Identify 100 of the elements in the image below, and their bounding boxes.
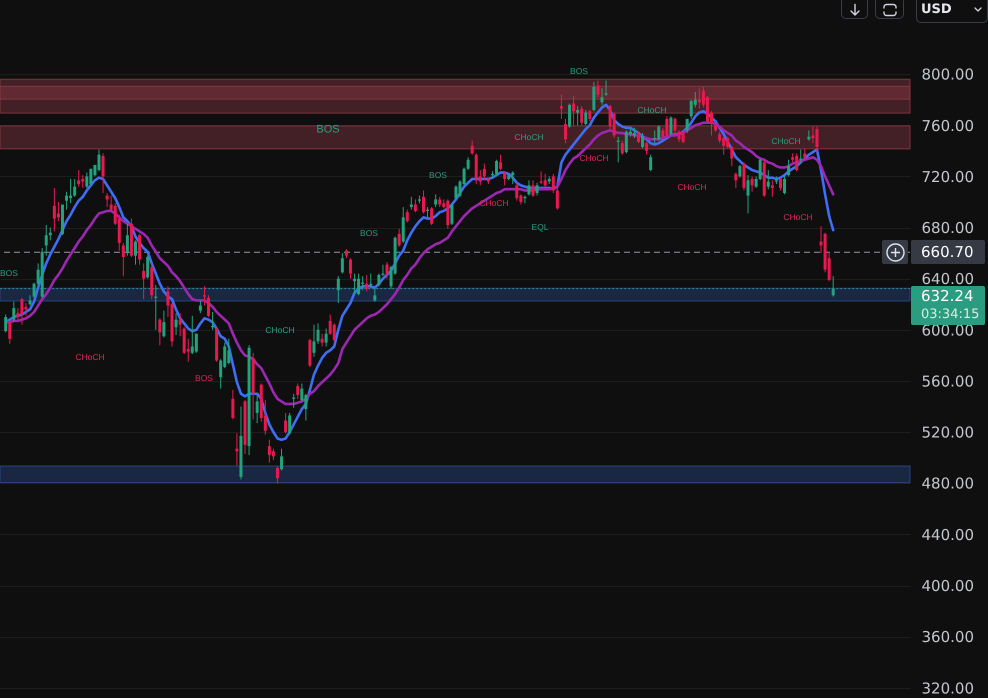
candlestick	[410, 196, 413, 210]
candlestick	[649, 154, 652, 172]
candlestick	[536, 182, 539, 196]
candlestick	[787, 159, 790, 177]
candlestick	[268, 439, 271, 464]
y-tick-label: 640.00	[922, 270, 974, 288]
candlestick	[134, 240, 137, 266]
candlestick	[178, 312, 182, 337]
candlestick	[20, 297, 24, 326]
candlestick	[316, 322, 320, 344]
candlestick	[470, 140, 474, 156]
candlestick	[332, 322, 336, 342]
annotation: CHoCH	[514, 132, 544, 142]
candlestick	[600, 88, 604, 106]
candlestick	[540, 170, 543, 185]
candlestick	[198, 300, 202, 314]
candlestick	[77, 170, 80, 188]
candlestick	[434, 194, 438, 208]
candlestick	[632, 127, 636, 139]
y-tick-label: 320.00	[922, 679, 974, 698]
candlestick	[97, 149, 100, 172]
annotation: CHoCH	[677, 182, 707, 192]
candlestick	[44, 224, 48, 256]
candlestick	[665, 116, 668, 138]
candlestick	[52, 187, 56, 232]
candlestick	[348, 258, 352, 280]
annotation: CHoCH	[265, 324, 295, 335]
candlestick	[624, 130, 628, 154]
candlestick	[482, 163, 486, 181]
candlestick	[722, 136, 726, 156]
candlestick	[454, 184, 458, 200]
candlestick	[620, 140, 624, 156]
candlestick	[194, 333, 198, 354]
candlestick	[718, 131, 722, 144]
candlestick	[422, 190, 425, 214]
candlestick	[231, 389, 234, 420]
candlestick	[657, 124, 660, 142]
candlestick	[636, 131, 640, 144]
currency-dropdown: USD	[916, 0, 988, 23]
candlestick	[73, 178, 76, 198]
candlestick	[746, 174, 750, 214]
candlestick	[552, 173, 555, 194]
candlestick	[730, 145, 734, 167]
annotation: BOS	[0, 268, 18, 278]
candlestick	[48, 227, 52, 241]
candlestick	[466, 156, 470, 171]
candlestick	[256, 394, 259, 424]
annotation: EQL	[531, 222, 549, 232]
candlestick	[280, 448, 284, 471]
candlestick	[235, 432, 238, 466]
candlestick	[142, 262, 146, 300]
candlestick	[572, 95, 576, 126]
candlestick	[296, 383, 300, 400]
candlestick	[616, 136, 620, 163]
candlestick	[126, 223, 129, 256]
candlestick	[726, 136, 730, 149]
candlestick	[738, 164, 742, 178]
candlestick	[766, 170, 770, 190]
annotation: BOS	[195, 372, 213, 383]
annotation: CHoCH	[579, 152, 609, 163]
candlestick	[815, 126, 818, 153]
candlestick	[588, 109, 592, 122]
candlestick	[750, 176, 754, 192]
candlestick	[81, 174, 84, 188]
annotation: CHoCH	[75, 352, 105, 362]
candlestick	[686, 118, 689, 134]
candlestick	[754, 176, 758, 188]
candlestick	[8, 320, 12, 344]
candlestick	[288, 412, 292, 436]
ref-line-label: 632.24	[920, 286, 974, 307]
candlestick	[532, 180, 535, 198]
candlestick	[89, 168, 92, 186]
candlestick	[162, 310, 166, 338]
candlestick	[799, 149, 802, 164]
candlestick	[324, 328, 328, 347]
candlestick	[564, 118, 567, 144]
candlestick	[556, 182, 559, 210]
candlestick	[511, 170, 514, 185]
candlestick	[690, 99, 693, 120]
candlestick	[174, 312, 178, 336]
candlestick	[584, 109, 588, 126]
annotation: CHoCH	[771, 136, 801, 146]
y-tick-label: 760.00	[922, 116, 974, 135]
candlestick	[276, 466, 279, 484]
candlestick	[414, 198, 417, 213]
candlestick	[312, 324, 316, 358]
candlestick	[340, 252, 344, 274]
candlestick	[450, 202, 454, 226]
candlestick	[85, 172, 88, 188]
y-tick-label: 560.00	[922, 372, 974, 390]
annotation: BOS	[316, 124, 340, 136]
candlestick	[32, 282, 36, 298]
candlestick	[158, 318, 162, 346]
candlestick	[503, 170, 506, 186]
candlestick	[734, 172, 738, 188]
candlestick	[568, 103, 572, 128]
candlestick	[499, 154, 502, 171]
candlestick	[190, 315, 194, 355]
candlestick	[653, 130, 656, 144]
candlestick	[122, 242, 125, 277]
